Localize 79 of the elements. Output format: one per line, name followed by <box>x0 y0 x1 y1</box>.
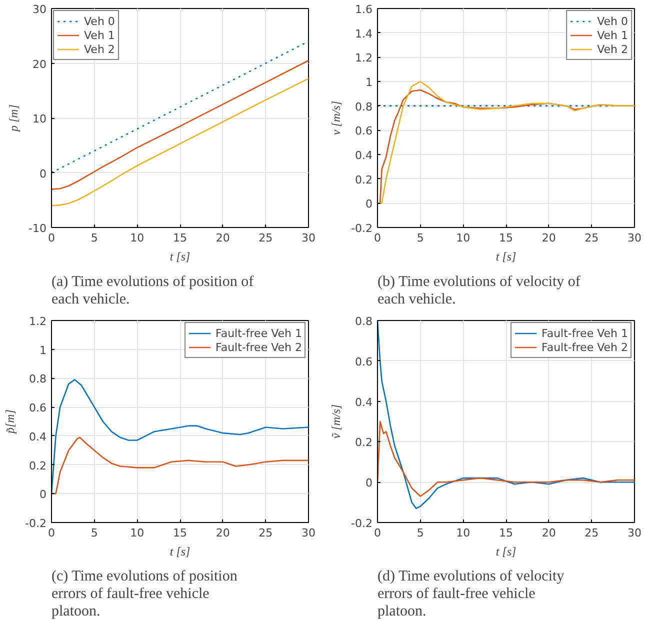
x-tick-label: 20 <box>216 526 230 540</box>
x-tick-label: 30 <box>628 526 642 540</box>
y-axis-title: p [m] <box>6 104 21 133</box>
y-tick-label: -0.2 <box>25 517 47 530</box>
y-tick-label: 10 <box>32 112 47 126</box>
text: (a) Time evolutions of position of each vehicle. <box>52 274 254 308</box>
x-tick-label: 25 <box>258 232 273 244</box>
x-tick-label: 30 <box>302 526 316 540</box>
y-tick-label: 0.2 <box>355 173 373 186</box>
y-tick-label: 30 <box>32 3 47 16</box>
y-tick-label: 1 <box>366 76 372 89</box>
y-tick-label: -10 <box>28 222 46 235</box>
y-tick-label: 0.6 <box>355 355 373 368</box>
text: (b) Time evolutions of velocity of each vehicle. <box>378 274 580 308</box>
legend-label: Fault-free Veh 1 <box>216 326 302 340</box>
x-tick-label: 5 <box>416 526 424 540</box>
y-tick-label: 0 <box>366 198 372 211</box>
x-tick-label: 20 <box>542 526 556 540</box>
legend-label: Veh 0 <box>84 14 115 28</box>
x-tick-label: 0 <box>374 526 381 540</box>
y-tick-label: 0.2 <box>355 436 373 450</box>
y-tick-label: 20 <box>32 58 47 71</box>
x-tick-label: 25 <box>584 526 599 540</box>
y-tick-label: 0 <box>40 167 46 180</box>
y-tick-label: 0.4 <box>355 149 373 162</box>
x-tick-label: 10 <box>456 526 470 540</box>
x-tick-label: 10 <box>130 526 144 540</box>
legend-label: Veh 2 <box>84 42 115 56</box>
legend-label: Veh 1 <box>597 28 628 42</box>
x-axis-title: t [s] <box>170 250 190 264</box>
y-tick-label: 0.8 <box>355 315 373 328</box>
x-tick-label: 15 <box>173 232 187 244</box>
x-tick-label: 10 <box>130 232 144 244</box>
x-axis-title: t [s] <box>496 250 516 264</box>
y-axis-title: p̃[m] <box>3 409 18 435</box>
y-tick-label: 0.8 <box>29 372 47 386</box>
y-tick-label: 1.2 <box>29 315 47 328</box>
y-axis-title: v [m/s] <box>329 100 344 136</box>
text: (d) Time evolutions of velocity errors of fault-free vehicle platoon. <box>378 568 565 620</box>
x-tick-label: 0 <box>374 232 381 244</box>
x-tick-label: 0 <box>48 232 55 244</box>
x-tick-label: 15 <box>173 526 187 540</box>
x-axis-title: t [s] <box>170 544 190 558</box>
x-tick-label: 15 <box>499 526 513 540</box>
x-axis-title: t [s] <box>496 544 516 558</box>
y-tick-label: 1.2 <box>355 52 373 65</box>
legend-label: Veh 0 <box>597 14 628 28</box>
y-tick-label: -0.2 <box>351 222 373 235</box>
y-tick-label: 0.4 <box>355 396 373 409</box>
x-tick-label: 5 <box>90 232 98 244</box>
y-tick-label: 0.6 <box>355 124 373 138</box>
x-tick-label: 30 <box>628 232 642 244</box>
legend-label: Fault-free Veh 2 <box>542 340 628 354</box>
y-tick-label: 0 <box>40 488 46 502</box>
y-tick-label: 1.6 <box>355 3 373 16</box>
x-tick-label: 10 <box>456 232 470 244</box>
x-tick-label: 20 <box>216 232 230 244</box>
x-tick-label: 0 <box>48 526 55 540</box>
x-tick-label: 30 <box>302 232 316 244</box>
y-tick-label: 0.6 <box>29 402 47 415</box>
y-tick-label: 1.4 <box>355 27 373 40</box>
legend-label: Fault-free Veh 2 <box>216 340 302 354</box>
x-tick-label: 15 <box>499 232 513 244</box>
legend-label: Fault-free Veh 1 <box>542 326 628 340</box>
y-tick-label: 0.4 <box>29 430 47 444</box>
y-tick-label: 0 <box>366 476 372 490</box>
x-tick-label: 25 <box>258 526 273 540</box>
y-tick-label: -0.2 <box>351 517 373 530</box>
y-tick-label: 1 <box>40 344 46 357</box>
x-tick-label: 20 <box>542 232 556 244</box>
legend-label: Veh 1 <box>84 28 115 42</box>
x-tick-label: 5 <box>90 526 98 540</box>
text: (c) Time evolutions of position errors of fault-free vehicle platoon. <box>52 568 238 620</box>
y-tick-label: 0.2 <box>29 459 47 472</box>
x-tick-label: 5 <box>416 232 424 244</box>
y-axis-title: ṽ [m/s] <box>329 404 344 439</box>
legend-label: Veh 2 <box>597 42 628 56</box>
y-tick-label: 0.8 <box>355 100 373 114</box>
x-tick-label: 25 <box>584 232 599 244</box>
